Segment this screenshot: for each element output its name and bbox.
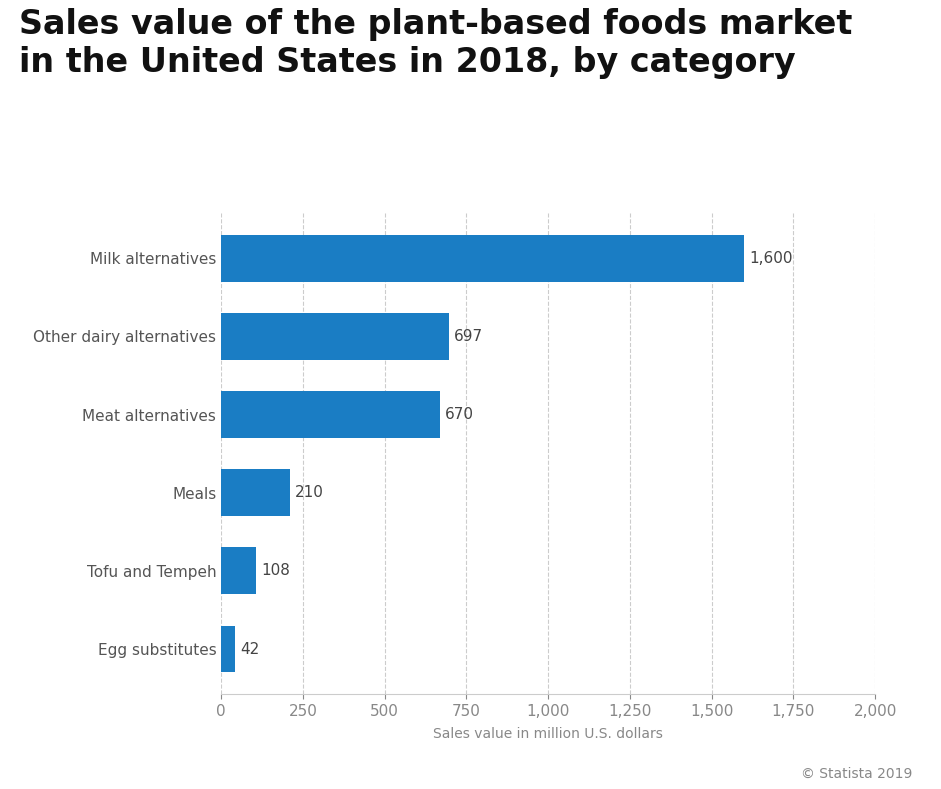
Text: 1,600: 1,600 xyxy=(749,251,792,266)
Bar xyxy=(221,469,290,516)
Text: 210: 210 xyxy=(295,485,324,500)
Bar xyxy=(221,235,744,282)
Text: 108: 108 xyxy=(262,563,290,578)
Text: 697: 697 xyxy=(454,329,483,344)
Text: 42: 42 xyxy=(240,641,259,656)
Text: © Statista 2019: © Statista 2019 xyxy=(802,767,913,781)
X-axis label: Sales value in million U.S. dollars: Sales value in million U.S. dollars xyxy=(433,727,663,742)
Bar xyxy=(221,626,235,672)
Text: 670: 670 xyxy=(445,407,474,422)
Bar xyxy=(221,391,440,438)
Text: Sales value of the plant-based foods market
in the United States in 2018, by cat: Sales value of the plant-based foods mar… xyxy=(19,8,853,79)
Bar xyxy=(221,313,449,360)
Bar xyxy=(221,548,257,594)
